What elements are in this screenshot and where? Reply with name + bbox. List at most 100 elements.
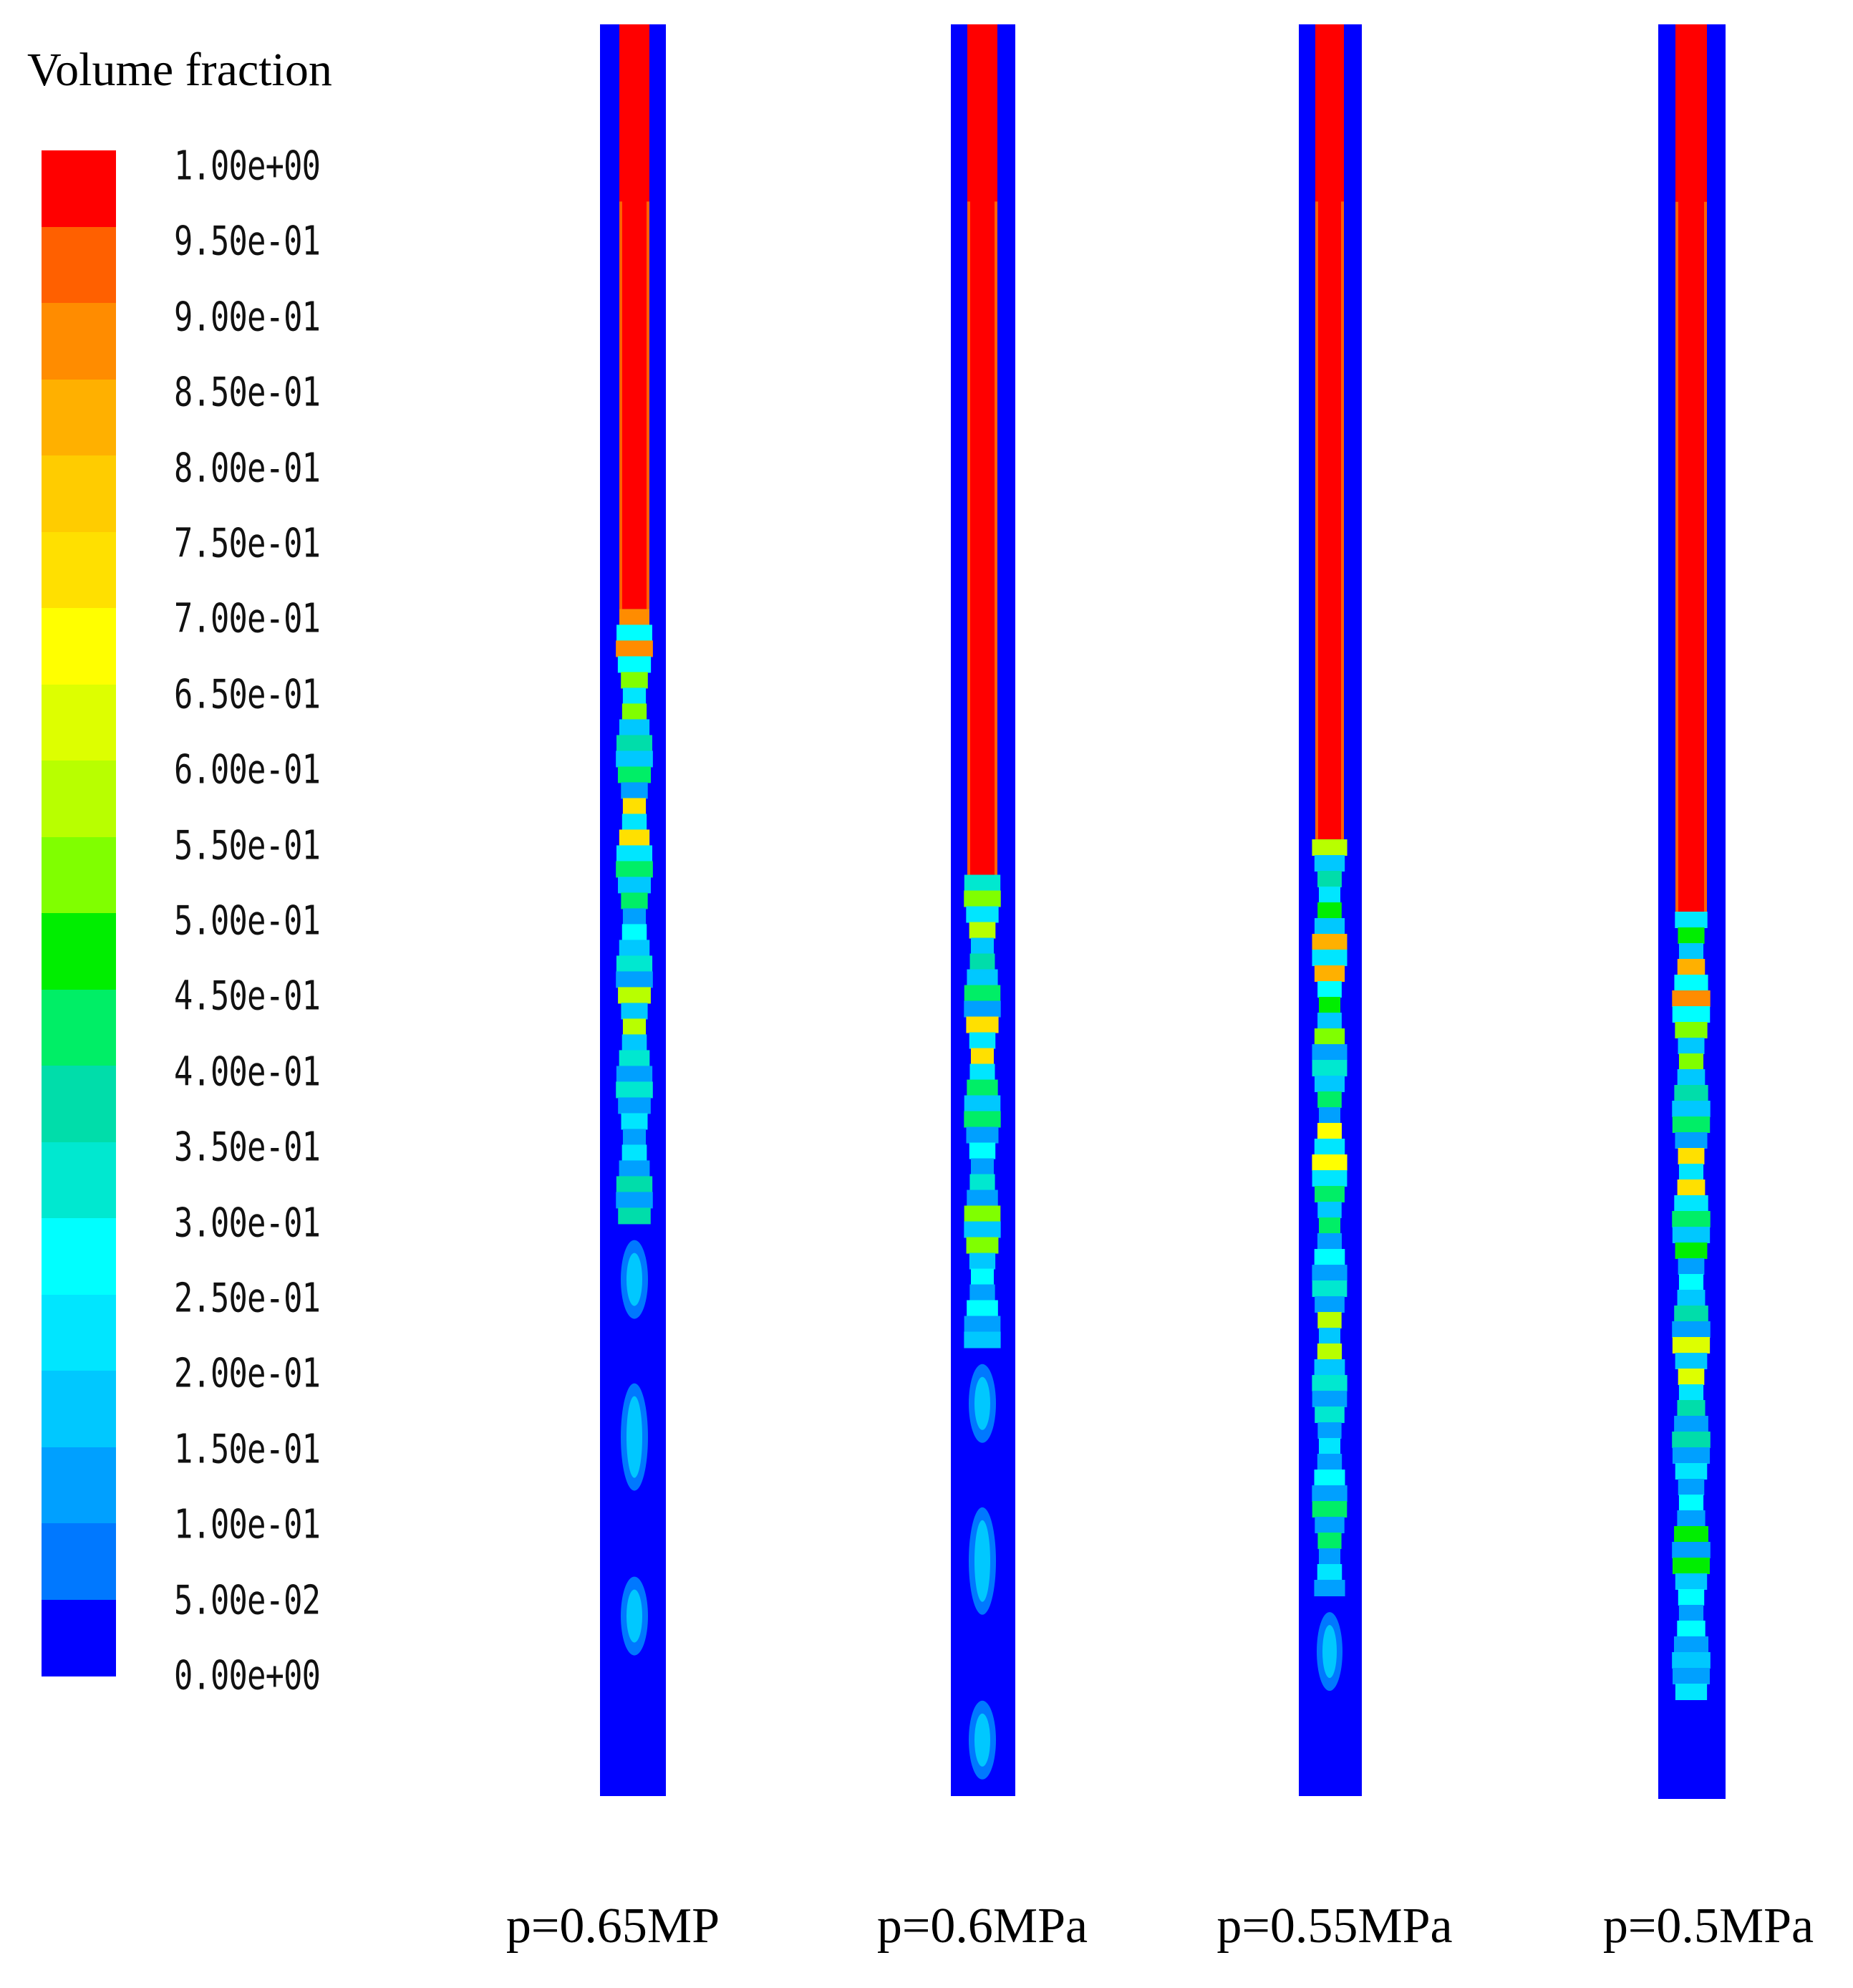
mixing-zone — [969, 1253, 996, 1270]
mixing-zone — [1318, 1217, 1341, 1235]
mixing-zone — [622, 1018, 647, 1036]
mixing-zone — [1312, 1170, 1348, 1187]
mixing-zone — [1317, 871, 1342, 888]
mixing-zone — [1317, 1202, 1342, 1219]
mixing-zone — [1678, 1495, 1704, 1511]
mixing-zone — [1318, 887, 1341, 904]
mixing-zone — [1317, 902, 1342, 920]
mixing-zone — [1678, 1164, 1704, 1180]
mixing-zone — [1312, 950, 1348, 967]
mixing-zone — [618, 1207, 651, 1225]
mixing-zone — [970, 1268, 995, 1285]
mixing-zone — [1678, 1384, 1704, 1401]
colorbar-tick-label: 4.00e-01 — [174, 1048, 321, 1096]
mixing-zone — [1312, 1280, 1348, 1298]
mixing-zone — [1678, 1038, 1705, 1054]
mixing-zone — [1678, 943, 1704, 960]
mixing-zone — [1675, 1242, 1708, 1259]
colorbar-swatch — [42, 608, 116, 685]
colorbar-swatch — [42, 1447, 116, 1524]
bubble-core — [1322, 1625, 1337, 1679]
mixing-zone — [964, 1316, 1001, 1333]
core-edge — [1341, 201, 1344, 840]
mixing-zone — [1318, 1438, 1341, 1455]
colorbar-swatch — [42, 226, 116, 304]
mixing-zone — [1314, 855, 1345, 872]
mixing-zone — [1675, 912, 1708, 928]
mixing-zone — [1315, 1406, 1345, 1424]
mixing-zone — [619, 609, 649, 626]
gas-core — [619, 24, 649, 609]
mixing-zone — [1677, 1179, 1706, 1196]
colorbar-swatch — [42, 989, 116, 1066]
mixing-zone — [1677, 1290, 1706, 1306]
colorbar-swatch — [42, 150, 116, 228]
mixing-zone — [1312, 1060, 1348, 1077]
mixing-zone — [622, 687, 647, 705]
mixing-zone — [1317, 1312, 1342, 1329]
colorbar-swatch — [42, 531, 116, 609]
mixing-zone — [1672, 1211, 1711, 1227]
mixing-zone — [1675, 1353, 1708, 1369]
mixing-zone — [1672, 1558, 1711, 1574]
mixing-zone — [616, 1066, 653, 1083]
colorbar-tick-label: 9.00e-01 — [174, 294, 321, 341]
colorbar-tick-label: 5.00e-01 — [174, 897, 321, 945]
colorbar-tick-label: 6.50e-01 — [174, 671, 321, 718]
mixing-zone — [1314, 1028, 1345, 1046]
mixing-zone — [969, 1284, 995, 1301]
core-edge — [647, 201, 649, 609]
mixing-zone — [1317, 981, 1342, 998]
simulation-panel — [600, 24, 1726, 1799]
mixing-zone — [1317, 1123, 1342, 1140]
bubble-core — [974, 1713, 990, 1767]
mixing-zone — [616, 1192, 653, 1209]
colorbar-tick-label: 2.00e-01 — [174, 1350, 321, 1397]
mixing-zone — [621, 1034, 647, 1051]
colorbar-swatch — [42, 379, 116, 456]
mixing-zone — [964, 874, 1001, 892]
colorbar-tick-label: 8.00e-01 — [174, 445, 321, 492]
mixing-zone — [1314, 1139, 1345, 1156]
mixing-zone — [969, 922, 996, 939]
mixing-zone — [967, 1190, 998, 1207]
mixing-zone — [1678, 1589, 1705, 1606]
mixing-zone — [970, 1048, 995, 1065]
mixing-zone — [1318, 1107, 1341, 1124]
mixing-zone — [1315, 1186, 1345, 1203]
colorbar-tick-label: 2.50e-01 — [174, 1275, 321, 1322]
colorbar-tick-label: 4.50e-01 — [174, 973, 321, 1020]
colorbar-swatch — [42, 303, 116, 380]
mixing-zone — [616, 1081, 653, 1099]
mixing-zone — [1314, 1470, 1345, 1487]
mixing-zone — [1678, 1053, 1704, 1070]
mixing-zone — [1672, 1321, 1711, 1338]
mixing-zone — [1312, 1391, 1348, 1408]
colorbar-tick-label: 5.50e-01 — [174, 822, 321, 869]
mixing-zone — [964, 1205, 1001, 1222]
mixing-zone — [1674, 1195, 1708, 1212]
mixing-zone — [969, 1142, 996, 1159]
mixing-zone — [621, 892, 648, 909]
mixing-zone — [622, 908, 647, 925]
mixing-zone — [1317, 1343, 1342, 1361]
mixing-zone — [970, 937, 995, 955]
mixing-zone — [1672, 1006, 1711, 1023]
mixing-zone — [1674, 1416, 1708, 1432]
mixing-zone — [1317, 1533, 1342, 1550]
colorbar-swatch — [42, 1142, 116, 1219]
mixing-zone — [1672, 1116, 1711, 1133]
mixing-zone — [964, 1000, 1001, 1018]
mixing-zone — [1314, 1580, 1345, 1597]
gas-core — [967, 24, 997, 875]
colorbar-swatch — [42, 913, 116, 990]
bubble-core — [974, 1376, 990, 1430]
mixing-zone — [1672, 1337, 1711, 1354]
mixing-zone — [1678, 1274, 1704, 1290]
mixing-zone — [618, 877, 651, 894]
mixing-zone — [1674, 1085, 1708, 1101]
mixing-zone — [966, 906, 999, 923]
colorbar-tick-label: 1.50e-01 — [174, 1426, 321, 1473]
mixing-zone — [616, 1176, 653, 1193]
mixing-zone — [1677, 959, 1706, 975]
